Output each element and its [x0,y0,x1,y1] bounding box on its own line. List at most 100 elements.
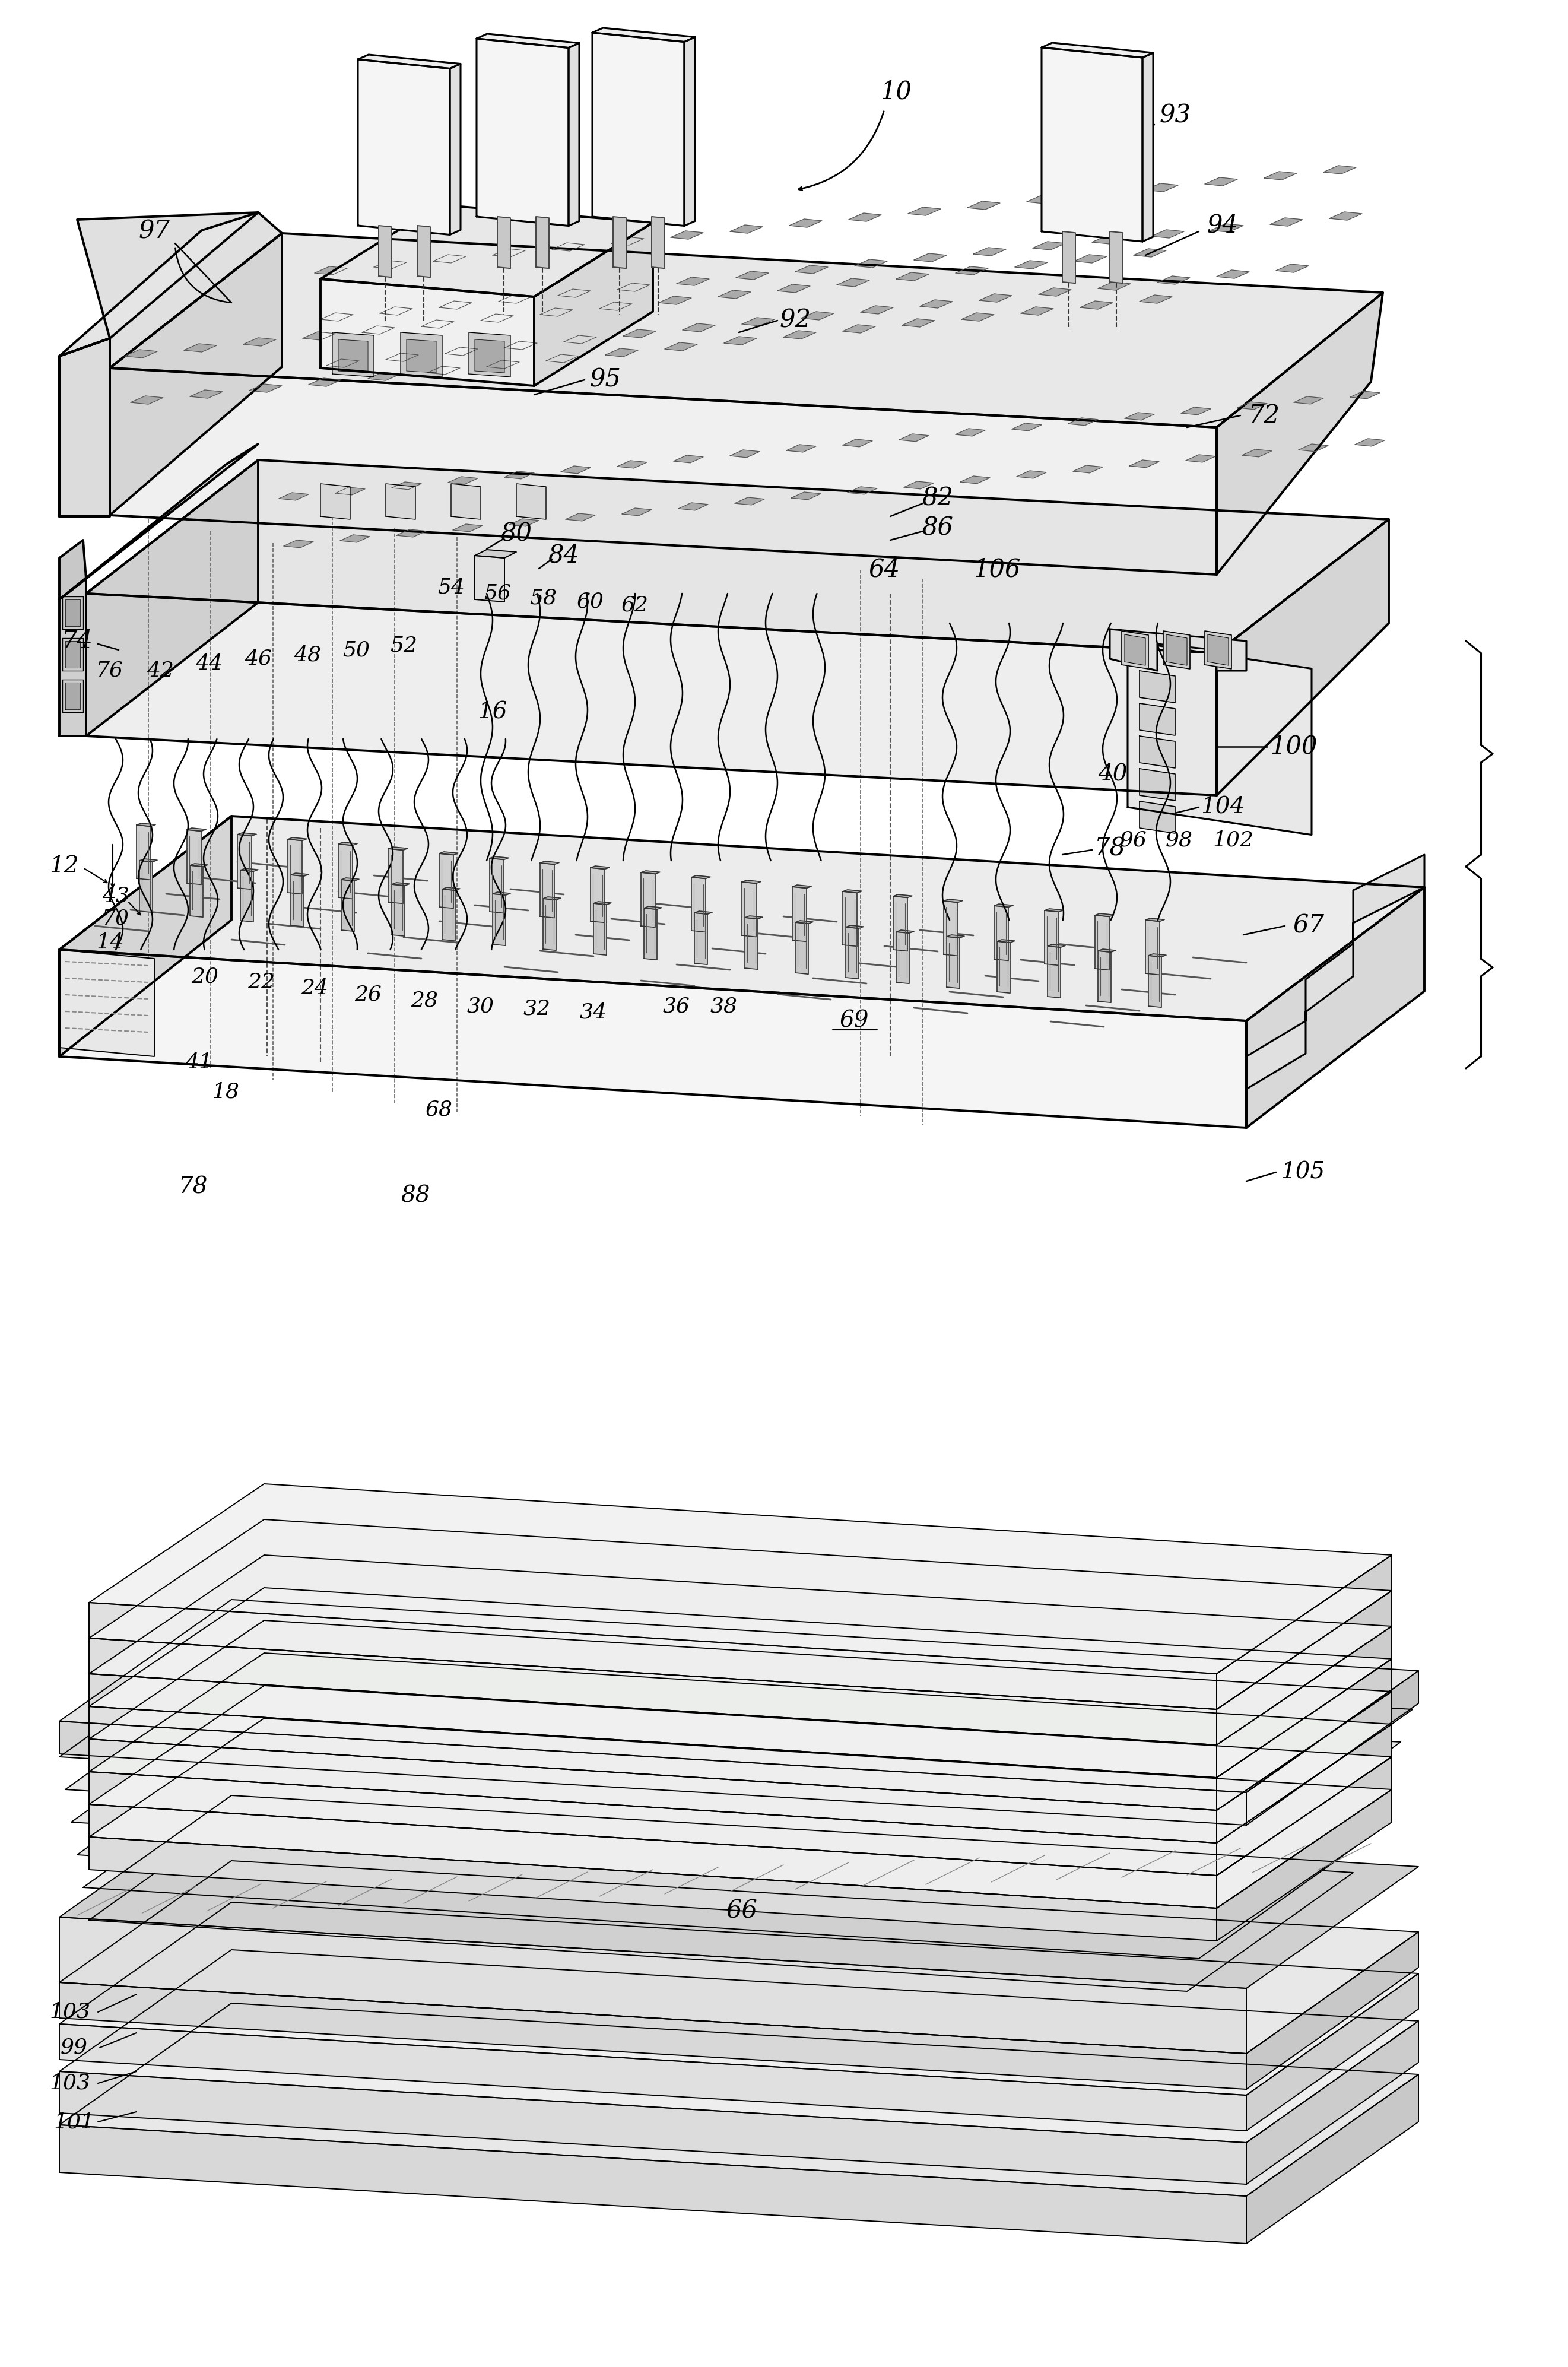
Text: 12: 12 [50,854,78,878]
Text: 28: 28 [411,989,437,1011]
Polygon shape [676,277,709,286]
Polygon shape [63,639,83,670]
Polygon shape [290,876,304,925]
Polygon shape [89,1602,1217,1709]
Polygon shape [543,899,557,952]
Polygon shape [320,312,353,322]
Polygon shape [1264,170,1297,180]
Polygon shape [1207,634,1228,665]
Polygon shape [593,28,695,43]
Polygon shape [1140,802,1174,833]
Text: 95: 95 [590,367,621,393]
Polygon shape [389,847,408,850]
Text: 34: 34 [580,1001,607,1023]
Polygon shape [1044,909,1063,911]
Polygon shape [492,892,511,895]
Polygon shape [1063,232,1076,284]
Polygon shape [492,249,525,258]
Polygon shape [110,367,1217,575]
Polygon shape [83,1768,1366,1958]
Polygon shape [994,907,1008,961]
Polygon shape [784,331,815,338]
Polygon shape [792,885,811,888]
Polygon shape [742,881,760,883]
Polygon shape [1217,294,1383,575]
Polygon shape [450,64,461,234]
Polygon shape [652,218,665,267]
Polygon shape [535,222,652,386]
Polygon shape [379,308,412,315]
Text: 104: 104 [1201,795,1245,819]
Polygon shape [336,488,365,495]
Polygon shape [140,859,157,862]
Polygon shape [358,54,461,69]
Polygon shape [279,492,309,499]
Polygon shape [475,549,516,559]
Polygon shape [60,338,110,516]
Polygon shape [439,301,472,310]
Polygon shape [778,284,811,294]
Polygon shape [659,296,691,305]
Polygon shape [1247,1974,1419,2130]
Polygon shape [422,320,455,329]
Polygon shape [1163,632,1190,670]
Polygon shape [1140,296,1173,303]
Polygon shape [406,338,436,372]
Polygon shape [60,213,259,355]
Polygon shape [1276,265,1309,272]
Polygon shape [140,862,152,911]
Polygon shape [955,428,985,436]
Polygon shape [1140,736,1174,767]
Polygon shape [861,305,894,315]
Polygon shape [339,845,353,899]
Polygon shape [63,679,83,712]
Text: 38: 38 [710,997,737,1015]
Polygon shape [1027,194,1060,204]
Polygon shape [955,267,988,275]
Polygon shape [691,876,710,878]
Text: 74: 74 [61,630,93,653]
Text: 72: 72 [1248,402,1279,428]
Polygon shape [289,840,303,895]
Text: 50: 50 [342,641,370,660]
Polygon shape [60,2024,1247,2130]
Polygon shape [400,331,442,376]
Polygon shape [342,878,359,881]
Polygon shape [795,923,809,975]
Polygon shape [60,578,86,736]
Polygon shape [1217,518,1389,795]
Polygon shape [1217,1692,1392,1844]
Polygon shape [792,888,806,942]
Polygon shape [60,2126,1247,2244]
Polygon shape [1355,438,1385,447]
Polygon shape [914,253,947,263]
Polygon shape [944,899,963,902]
Polygon shape [315,267,347,275]
Polygon shape [86,459,259,736]
Polygon shape [1098,952,1112,1004]
Polygon shape [795,265,828,275]
Polygon shape [539,862,560,864]
Polygon shape [60,2002,1419,2197]
Polygon shape [543,897,561,899]
Polygon shape [903,481,933,490]
Polygon shape [1091,237,1124,244]
Polygon shape [842,324,875,334]
Polygon shape [622,509,652,516]
Polygon shape [1217,1591,1392,1744]
Polygon shape [89,1771,1217,1875]
Text: 56: 56 [483,582,511,604]
Polygon shape [89,1520,1392,1709]
Polygon shape [477,38,569,225]
Text: 43: 43 [102,885,130,907]
Polygon shape [594,902,612,904]
Polygon shape [499,296,532,303]
Text: 70: 70 [102,909,130,928]
Polygon shape [1181,407,1210,414]
Polygon shape [1068,419,1098,426]
Text: 105: 105 [1281,1162,1325,1184]
Polygon shape [594,904,607,956]
Polygon shape [735,497,765,504]
Polygon shape [674,454,704,464]
Polygon shape [960,476,989,483]
